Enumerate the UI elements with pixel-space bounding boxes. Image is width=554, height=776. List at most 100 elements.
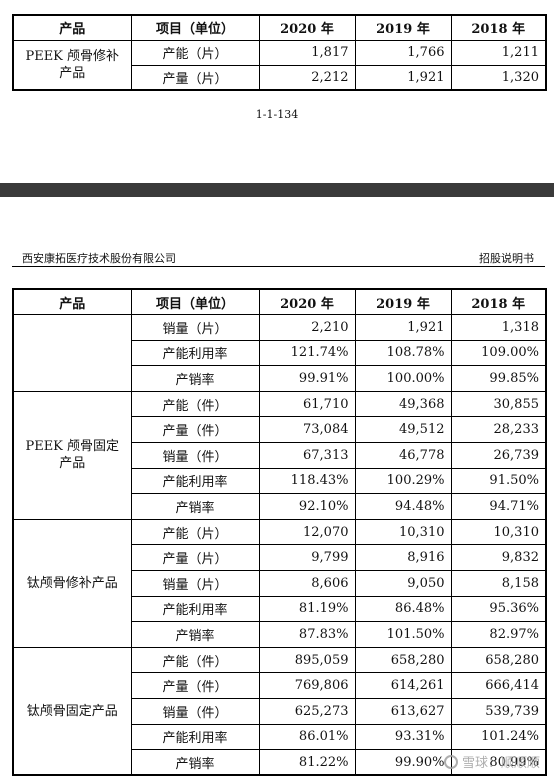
item-cell: 产能（件）	[130, 390, 260, 418]
company-name: 西安康拓医疗技术股份有限公司	[22, 252, 176, 265]
value-2020-cell: 118.43%	[258, 467, 356, 495]
table-row: PEEK 颅骨固定产品 产能（件） 61,710 49,368 30,855	[12, 390, 547, 520]
value-2019-cell: 658,280	[354, 646, 452, 674]
table-row: 产量（件） 769,806 614,261 666,414	[13, 672, 547, 699]
item-cell: 产量（件）	[130, 672, 260, 699]
value-2018-cell: 1,320	[450, 64, 547, 91]
item-cell: 产量（片）	[130, 64, 260, 91]
value-2018-cell: 101.24%	[450, 723, 547, 751]
value-2019-cell: 93.31%	[354, 723, 452, 751]
col-header-2019: 2019 年	[354, 288, 452, 316]
value-2018-cell: 1,318	[450, 314, 547, 341]
value-2018-cell: 109.00%	[450, 339, 547, 367]
item-cell: 产能（片）	[130, 39, 260, 66]
table-row: 销量（件） 67,313 46,778 26,739	[13, 442, 547, 469]
value-2020-cell: 769,806	[258, 672, 356, 699]
value-2019-cell: 100.29%	[354, 467, 452, 495]
value-2020-cell: 67,313	[258, 442, 356, 469]
item-cell: 销量（片）	[130, 570, 260, 597]
value-2019-cell: 614,261	[354, 672, 452, 699]
value-2019-cell: 99.90%	[354, 749, 452, 776]
col-header-2020: 2020 年	[258, 14, 356, 41]
col-header-product: 产品	[12, 14, 132, 41]
value-2020-cell: 895,059	[258, 646, 356, 674]
col-header-item: 项目（单位）	[130, 288, 260, 316]
value-2019-cell: 49,368	[354, 390, 452, 418]
value-2018-cell: 28,233	[450, 416, 547, 444]
value-2020-cell: 121.74%	[258, 339, 356, 367]
table-row: 产销率 92.10% 94.48% 94.71%	[13, 493, 547, 520]
value-2018-cell: 9,832	[450, 544, 547, 572]
page-divider	[0, 183, 554, 197]
value-2020-cell: 87.83%	[258, 621, 356, 648]
table-row: 产销率 99.91% 100.00% 99.85%	[13, 365, 547, 392]
watermark-text: 雪球：顺顺顺	[461, 756, 540, 771]
item-cell: 产销率	[130, 621, 260, 648]
table-row: 产销率 81.22% 99.90% 80.99%	[13, 749, 547, 776]
table-row: 产量（片） 9,799 8,916 9,832	[13, 544, 547, 572]
item-cell: 产能利用率	[130, 467, 260, 495]
value-2019-cell: 1,921	[354, 64, 452, 91]
col-header-2018: 2018 年	[450, 14, 547, 41]
value-2020-cell: 81.19%	[258, 595, 356, 623]
table-row: 产量（片） 2,212 1,921 1,320	[13, 64, 547, 91]
table-body: 销量（片） 2,210 1,921 1,318 产能利用率 121.74% 108.78% 1…	[12, 314, 547, 776]
value-2018-cell: 91.50%	[450, 467, 547, 495]
value-2020-cell: 12,070	[258, 518, 356, 546]
value-2018-cell: 10,310	[450, 518, 547, 546]
value-2020-cell: 81.22%	[258, 749, 356, 776]
page-number: 1-1-134	[255, 108, 299, 121]
table-row: 产能利用率 121.74% 108.78% 109.00%	[13, 339, 547, 367]
value-2020-cell: 86.01%	[258, 723, 356, 751]
table-row: 钛颅骨修补产品 产能（片） 12,070 10,310 10,310	[12, 518, 547, 648]
value-2018-cell: 1,211	[450, 39, 547, 66]
value-2019-cell: 46,778	[354, 442, 452, 469]
value-2020-cell: 625,273	[258, 698, 356, 725]
value-2019-cell: 613,627	[354, 698, 452, 725]
value-2018-cell: 539,739	[450, 698, 547, 725]
item-cell: 产能（件）	[130, 646, 260, 674]
product-cell: 钛颅骨修补产品	[12, 518, 132, 648]
item-cell: 销量（片）	[130, 314, 260, 341]
value-2020-cell: 61,710	[258, 390, 356, 418]
value-2019-cell: 101.50%	[354, 621, 452, 648]
document-title: 招股说明书	[479, 252, 534, 265]
item-cell: 产能利用率	[130, 339, 260, 367]
col-header-product: 产品	[12, 288, 132, 316]
table-row: 钛颅骨固定产品 产能（件） 895,059 658,280 658,280	[12, 646, 547, 776]
value-2019-cell: 9,050	[354, 570, 452, 597]
table-row: 销量（片） 2,210 1,921 1,318	[12, 314, 547, 392]
item-cell: 销量（件）	[130, 442, 260, 469]
product-cell: PEEK 颅骨固定产品	[12, 390, 132, 520]
table-row: 销量（件） 625,273 613,627 539,739	[13, 698, 547, 725]
watermark: 雪球：顺顺顺	[443, 752, 540, 771]
value-2018-cell: 99.85%	[450, 365, 547, 392]
item-cell: 产销率	[130, 493, 260, 520]
table-row: 产能利用率 118.43% 100.29% 91.50%	[13, 467, 547, 495]
item-cell: 产销率	[130, 749, 260, 776]
value-2018-cell: 30,855	[450, 390, 547, 418]
value-2020-cell: 2,212	[258, 64, 356, 91]
table-header-row: 产品 项目（单位） 2020 年 2019 年 2018 年	[12, 14, 547, 41]
value-2020-cell: 9,799	[258, 544, 356, 572]
value-2018-cell: 658,280	[450, 646, 547, 674]
value-2018-cell: 94.71%	[450, 493, 547, 520]
product-cell: 钛颅骨固定产品	[12, 646, 132, 776]
col-header-2019: 2019 年	[354, 14, 452, 41]
capacity-table-main: 产品 项目（单位） 2020 年 2019 年 2018 年 销量（片） 2,21…	[12, 288, 547, 776]
item-cell: 产能（片）	[130, 518, 260, 546]
value-2019-cell: 100.00%	[354, 365, 452, 392]
capacity-table-top: 产品 项目（单位） 2020 年 2019 年 2018 年 PEEK 颅骨修补…	[12, 14, 547, 91]
table-row: 产销率 87.83% 101.50% 82.97%	[13, 621, 547, 648]
item-cell: 产量（片）	[130, 544, 260, 572]
item-cell: 产能利用率	[130, 723, 260, 751]
value-2019-cell: 1,921	[354, 314, 452, 341]
header-rule	[12, 266, 545, 267]
value-2019-cell: 94.48%	[354, 493, 452, 520]
value-2020-cell: 92.10%	[258, 493, 356, 520]
value-2018-cell: 95.36%	[450, 595, 547, 623]
product-cell	[12, 314, 132, 392]
value-2018-cell: 26,739	[450, 442, 547, 469]
col-header-item: 项目（单位）	[130, 14, 260, 41]
value-2019-cell: 108.78%	[354, 339, 452, 367]
